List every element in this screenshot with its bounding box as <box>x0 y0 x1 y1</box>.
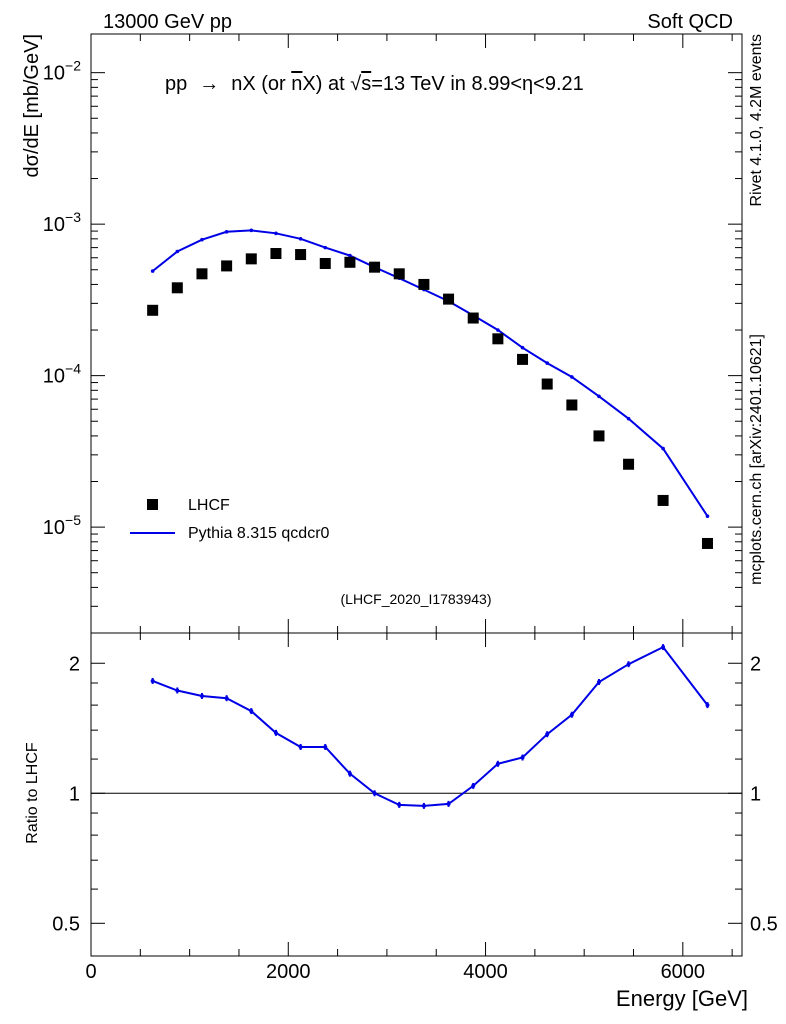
ratio-point <box>569 712 574 717</box>
axis-ticks: 0 2000 4000 6000 10−5 10−4 10−3 10−2 0.5 0.5 1 1 2 2 <box>43 34 778 983</box>
lhcf-data-point <box>245 253 257 265</box>
ratio-point <box>495 761 500 766</box>
lhcf-data-point <box>566 399 578 411</box>
pythia-point <box>348 253 352 258</box>
ratio-y-tick-label-right: 2 <box>750 653 761 675</box>
analysis-watermark: (LHCF_2020_I1783943) <box>341 591 492 607</box>
lhcf-data-point <box>657 494 669 506</box>
ratio-point <box>705 703 710 708</box>
main-panel-frame <box>90 33 743 634</box>
pythia-point <box>545 361 549 365</box>
pythia-point <box>570 375 574 379</box>
pythia-point <box>224 230 229 234</box>
ratio-y-tick-label-right: 1 <box>750 783 761 805</box>
pythia-point <box>175 249 180 254</box>
legend-label-pythia: Pythia 8.315 qcdcr0 <box>188 525 330 542</box>
pythia-point <box>520 345 525 350</box>
main-y-axis-label: dσ/dE [mb/GeV] <box>21 34 43 178</box>
pythia-point <box>496 328 500 332</box>
lhcf-data-point <box>369 261 381 273</box>
lhcf-data-point <box>270 248 282 260</box>
ratio-y-tick-label-left: 1 <box>69 783 80 805</box>
pythia-point <box>249 228 254 233</box>
lhcf-data-point <box>492 333 504 345</box>
ratio-point <box>520 755 525 760</box>
ratio-point <box>175 688 180 693</box>
pythia-point <box>323 245 328 250</box>
main-y-tick-label: 10−5 <box>43 512 81 539</box>
lhcf-data-point <box>221 260 233 272</box>
header-left-label: 13000 GeV pp <box>103 11 232 33</box>
lhcf-data-point <box>393 268 405 280</box>
ratio-point <box>596 679 601 684</box>
ratio-point <box>249 709 254 714</box>
main-title: pp → nX (or nX) at √s=13 TeV in 8.99<η<9.2… <box>165 73 584 95</box>
lhcf-data-point <box>295 249 307 261</box>
data-marks <box>91 228 742 809</box>
ratio-point <box>372 791 377 796</box>
pythia-point <box>150 269 155 273</box>
x-tick-label: 4000 <box>463 961 508 983</box>
pythia-point <box>597 394 601 399</box>
x-tick-label: 0 <box>85 961 96 983</box>
ratio-point <box>421 803 426 808</box>
ratio-point <box>347 771 352 776</box>
ratio-point <box>224 696 229 701</box>
ratio-point <box>661 645 666 650</box>
ratio-series-line <box>152 645 709 807</box>
legend-label-lhcf: LHCF <box>188 497 230 514</box>
ratio-point <box>446 801 451 806</box>
ratio-panel-frame <box>90 632 743 957</box>
x-tick-label: 2000 <box>266 961 311 983</box>
pythia-point <box>274 231 278 236</box>
main-y-tick-label: 10−3 <box>43 209 81 236</box>
lhcf-data-point <box>443 293 455 305</box>
ratio-point <box>471 783 476 788</box>
lhcf-data-point <box>418 278 430 290</box>
ratio-point <box>273 730 278 735</box>
x-axis-label: Energy [GeV] <box>616 986 748 1011</box>
lhcf-data-point <box>196 268 208 280</box>
lhcf-data-point <box>541 378 553 390</box>
pythia-point <box>705 514 710 519</box>
ratio-point <box>150 678 155 683</box>
ratio-y-tick-label-left: 0.5 <box>52 913 80 935</box>
lhcf-data-point <box>593 430 605 442</box>
ratio-point <box>199 693 204 698</box>
pythia-point <box>298 237 303 241</box>
lhcf-data-point <box>344 256 356 268</box>
lhcf-data-point <box>147 304 159 316</box>
lhcf-data-point <box>517 353 529 365</box>
pythia-series-line <box>151 229 709 517</box>
ratio-y-tick-label-right: 0.5 <box>750 913 778 935</box>
lhcf-data-point <box>623 458 635 470</box>
ratio-point <box>545 732 550 737</box>
legend: LHCF Pythia 8.315 qcdcr0 <box>130 497 330 542</box>
legend-marker-lhcf <box>147 499 158 510</box>
side-label-rivet: Rivet 4.1.0, 4.2M events <box>748 34 765 207</box>
ratio-y-axis-label: Ratio to LHCF <box>24 742 41 844</box>
pythia-point <box>661 446 665 451</box>
ratio-point <box>626 662 631 667</box>
main-y-tick-label: 10−4 <box>43 361 81 388</box>
ratio-y-tick-label-left: 2 <box>69 653 80 675</box>
lhcf-data-point <box>701 537 713 549</box>
ratio-point <box>397 802 402 807</box>
main-y-tick-label: 10−2 <box>43 58 81 85</box>
ratio-point <box>298 744 303 749</box>
lhcf-data-point <box>319 257 331 269</box>
lhcf-data-point <box>171 282 183 294</box>
pythia-point <box>200 237 204 242</box>
lhcf-data-point <box>467 312 479 324</box>
header-right-label: Soft QCD <box>647 11 733 33</box>
pythia-point <box>626 416 631 421</box>
side-label-mcplots: mcplots.cern.ch [arXiv:2401.10621] <box>748 334 765 585</box>
ratio-point <box>323 744 328 749</box>
x-tick-label: 6000 <box>661 961 706 983</box>
